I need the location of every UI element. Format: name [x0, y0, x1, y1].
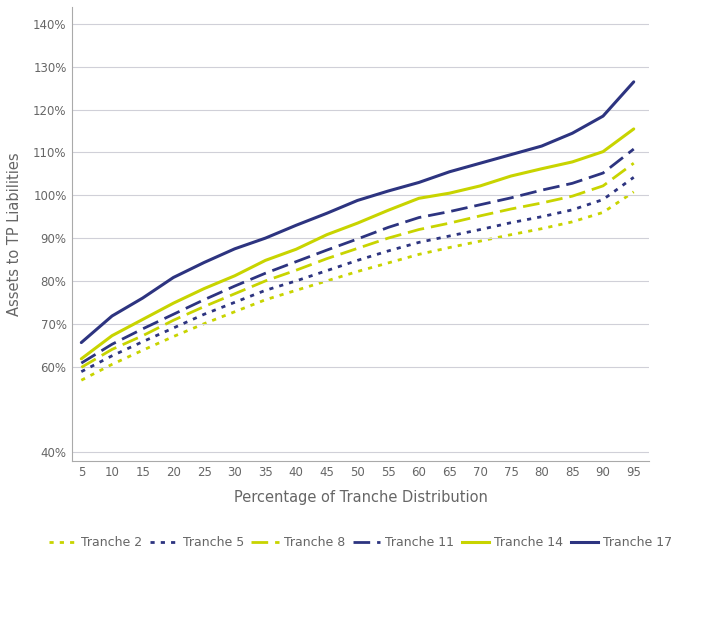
Y-axis label: Assets to TP Liabilities: Assets to TP Liabilities — [7, 152, 22, 316]
X-axis label: Percentage of Tranche Distribution: Percentage of Tranche Distribution — [233, 490, 487, 505]
Legend: Tranche 2, Tranche 5, Tranche 8, Tranche 11, Tranche 14, Tranche 17: Tranche 2, Tranche 5, Tranche 8, Tranche… — [44, 531, 677, 554]
